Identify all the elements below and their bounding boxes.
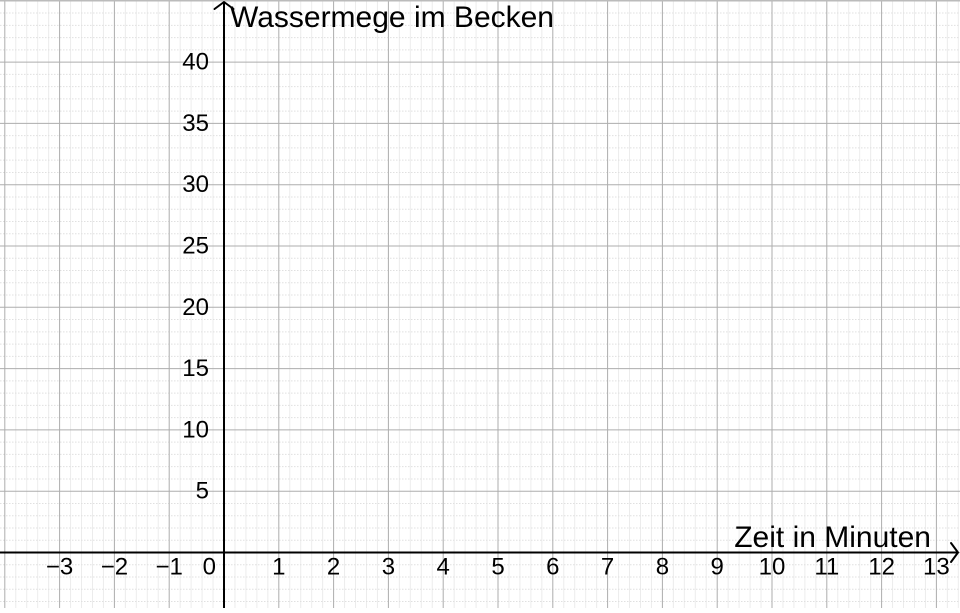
svg-text:1: 1 [272, 554, 285, 581]
svg-text:−2: −2 [101, 554, 128, 581]
svg-text:Zeit in Minuten: Zeit in Minuten [734, 521, 931, 554]
svg-text:2: 2 [327, 554, 340, 581]
svg-text:10: 10 [182, 416, 209, 443]
svg-text:7: 7 [601, 554, 614, 581]
svg-text:6: 6 [546, 554, 559, 581]
svg-text:5: 5 [491, 554, 504, 581]
svg-text:13: 13 [923, 554, 950, 581]
svg-text:35: 35 [182, 110, 209, 137]
svg-text:−3: −3 [46, 554, 73, 581]
svg-text:4: 4 [437, 554, 450, 581]
svg-text:−1: −1 [156, 554, 183, 581]
svg-text:15: 15 [182, 355, 209, 382]
svg-text:12: 12 [868, 554, 895, 581]
svg-text:0: 0 [203, 554, 216, 581]
svg-text:10: 10 [759, 554, 786, 581]
svg-text:8: 8 [656, 554, 669, 581]
svg-text:Wassermege im Becken: Wassermege im Becken [230, 1, 554, 34]
svg-text:9: 9 [711, 554, 724, 581]
svg-text:5: 5 [196, 478, 209, 505]
svg-text:25: 25 [182, 233, 209, 260]
svg-text:11: 11 [814, 554, 839, 581]
svg-text:3: 3 [382, 554, 395, 581]
svg-text:40: 40 [182, 49, 209, 76]
svg-text:20: 20 [182, 294, 209, 321]
svg-text:30: 30 [182, 171, 209, 198]
